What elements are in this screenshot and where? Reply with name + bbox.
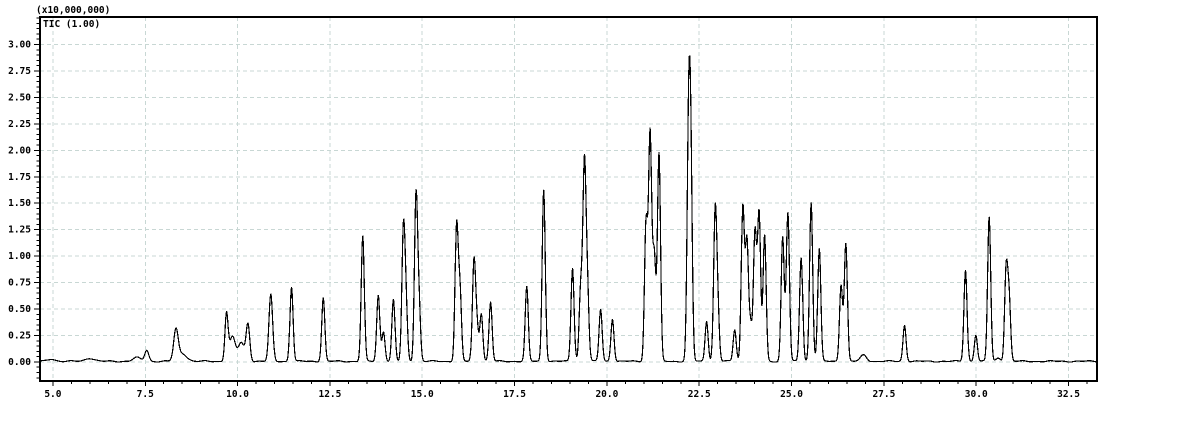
x-tick-label: 10.0: [226, 389, 249, 400]
plot-border: [39, 16, 1098, 382]
axis-ticks: [34, 17, 1088, 386]
y-tick-label: 2.50: [8, 92, 31, 103]
y-axis-multiplier-label: (x10,000,000): [36, 5, 110, 16]
y-tick-label: 2.00: [8, 145, 31, 156]
x-tick-label: 12.5: [318, 389, 341, 400]
x-tick-label: 22.5: [688, 389, 711, 400]
x-tick-label: 27.5: [872, 389, 895, 400]
y-tick-label: 3.00: [8, 40, 31, 51]
x-tick-label: 15.0: [411, 389, 434, 400]
x-tick-label: 20.0: [595, 389, 618, 400]
x-tick-label: 17.5: [503, 389, 526, 400]
y-tick-label: 2.25: [8, 119, 31, 130]
x-tick-label: 25.0: [780, 389, 803, 400]
tic-trace-line: [39, 55, 1098, 363]
y-tick-label: 1.50: [8, 198, 31, 209]
y-tick-label: 0.75: [8, 278, 31, 289]
y-tick-label: 1.25: [8, 225, 31, 236]
y-tick-label: 1.00: [8, 251, 31, 262]
axis-tick-labels: 5.0 7.5 10.0 12.5 15.0 17.5 20.0 22.5 25.0 27.5 30…: [8, 40, 1080, 400]
x-tick-label: 7.5: [137, 389, 154, 400]
y-tick-label: 0.00: [8, 357, 31, 368]
y-tick-label: 0.25: [8, 331, 31, 342]
y-tick-label: 2.75: [8, 66, 31, 77]
y-tick-label: 0.50: [8, 304, 31, 315]
x-tick-label: 32.5: [1057, 389, 1080, 400]
x-tick-label: 5.0: [44, 389, 61, 400]
gridlines: [40, 17, 1097, 381]
trace-label: TIC (1.00): [43, 19, 100, 30]
y-tick-label: 1.75: [8, 172, 31, 183]
x-tick-label: 30.0: [965, 389, 988, 400]
